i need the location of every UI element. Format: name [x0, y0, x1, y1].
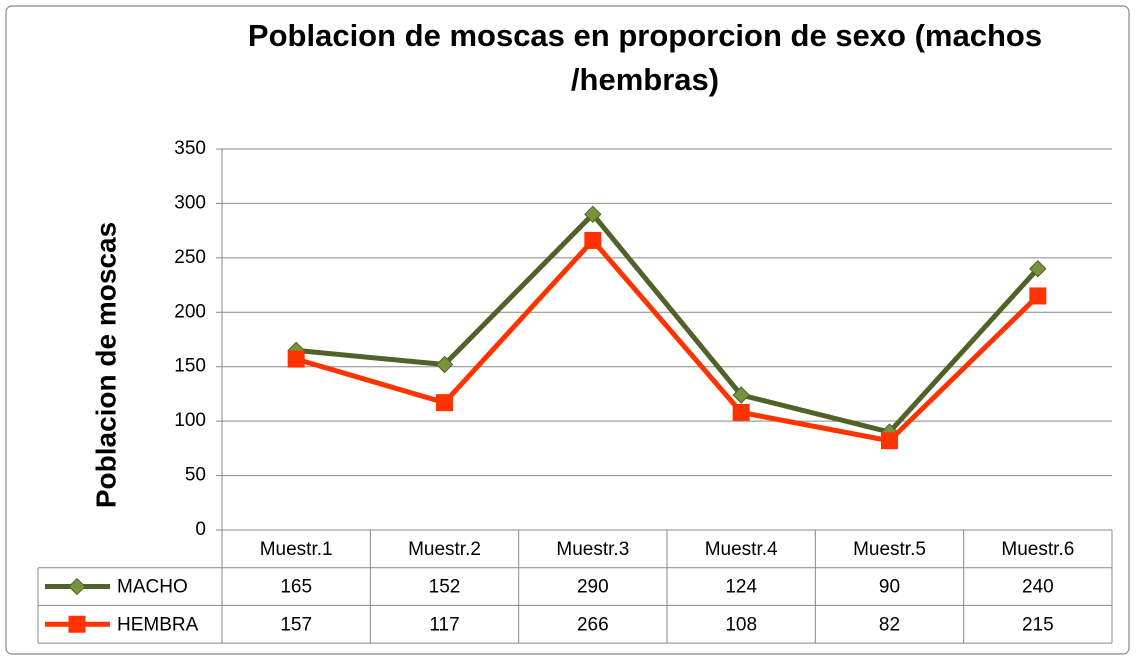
table-value: 90 [879, 577, 900, 598]
data-point [732, 403, 750, 421]
legend-marker [68, 615, 86, 633]
table-value: 266 [577, 614, 609, 635]
table-value: 165 [280, 577, 312, 598]
table-value: 157 [280, 614, 312, 635]
data-point [732, 386, 750, 404]
data-point [1029, 287, 1047, 305]
data-point [584, 205, 602, 224]
series-line [295, 237, 1040, 444]
legend-label: HEMBRA [117, 614, 199, 635]
x-tick-label: Muestr.3 [556, 539, 629, 560]
legend-label: MACHO [117, 577, 188, 598]
y-tick-label: 150 [174, 356, 206, 377]
y-tick-label: 100 [174, 410, 206, 431]
chart-border [5, 5, 1130, 655]
data-point [435, 355, 454, 374]
series-line [295, 211, 1040, 435]
table-value: 215 [1022, 614, 1054, 635]
data-point [287, 350, 305, 368]
y-tick-label: 50 [185, 465, 206, 486]
table-value: 117 [429, 614, 459, 635]
data-point [436, 394, 453, 412]
data-point [584, 231, 602, 249]
y-tick-label: 0 [195, 519, 206, 540]
x-tick-label: Muestr.1 [260, 539, 333, 560]
legend-marker [68, 577, 86, 596]
y-tick-label: 200 [174, 301, 206, 322]
data-point [1029, 260, 1047, 278]
table-value: 124 [725, 577, 757, 598]
data-point [881, 432, 898, 450]
y-tick-label: 350 [174, 138, 206, 159]
table-value: 290 [577, 577, 609, 598]
y-axis-label: Poblacion de moscas [90, 222, 121, 508]
table-value: 108 [725, 614, 757, 635]
x-tick-label: Muestr.2 [408, 539, 481, 560]
x-tick-label: Muestr.5 [853, 539, 926, 560]
x-tick-label: Muestr.6 [1001, 539, 1074, 560]
chart-title: Poblacion de moscas en proporcion de sex… [247, 18, 1043, 97]
y-tick-label: 250 [174, 247, 206, 268]
table-value: 152 [429, 577, 461, 598]
table-value: 82 [879, 614, 900, 635]
table-value: 240 [1022, 577, 1054, 598]
y-tick-label: 300 [174, 192, 206, 213]
x-tick-label: Muestr.4 [705, 539, 778, 560]
